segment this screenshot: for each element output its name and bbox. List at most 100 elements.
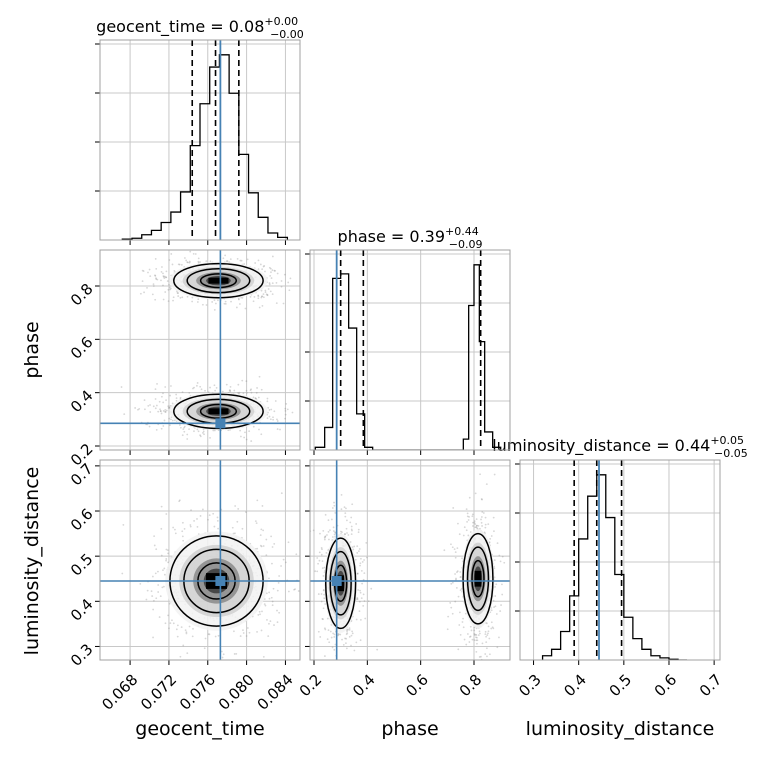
sample-point	[322, 589, 325, 592]
sample-point	[498, 554, 501, 557]
sample-point	[213, 308, 216, 311]
sample-point	[169, 404, 172, 407]
sample-point	[214, 635, 217, 638]
sample-point	[186, 438, 189, 440]
sample-point	[341, 638, 343, 641]
x-tick-label: 0.5	[606, 671, 636, 701]
contour-line	[199, 273, 238, 289]
sample-point	[468, 516, 470, 518]
sample-point	[457, 648, 460, 651]
sample-point	[260, 545, 263, 548]
sample-point	[487, 523, 490, 526]
sample-point	[157, 570, 159, 573]
sample-point	[163, 573, 166, 576]
sample-point	[316, 570, 319, 573]
sample-point	[165, 399, 167, 402]
ylabel-luminosity-distance: luminosity_distance	[21, 467, 43, 656]
sample-point	[207, 518, 209, 521]
sample-point	[196, 428, 199, 431]
sample-point	[268, 409, 271, 411]
sample-point	[275, 281, 278, 284]
y-tick-label: 0.3	[67, 640, 97, 670]
sample-point	[152, 636, 154, 639]
sample-point	[478, 656, 481, 658]
sample-point	[471, 513, 474, 516]
sample-point	[170, 385, 172, 387]
sample-point	[271, 562, 273, 565]
sample-point	[168, 602, 171, 605]
sample-point	[245, 389, 248, 392]
sample-point	[334, 512, 337, 514]
sample-point	[339, 633, 342, 636]
sample-point	[472, 521, 474, 524]
sample-point	[179, 296, 182, 299]
sample-point	[229, 389, 232, 392]
sample-point	[276, 420, 279, 422]
sample-point	[334, 643, 337, 646]
sample-point	[177, 295, 180, 297]
sample-point	[323, 597, 326, 600]
sample-point	[356, 598, 358, 601]
sample-point	[359, 619, 362, 621]
sample-point	[333, 633, 336, 636]
sample-point	[325, 551, 328, 554]
sample-point	[322, 529, 325, 532]
xlabel-geocent-time: geocent_time	[135, 718, 264, 740]
sample-point	[246, 258, 249, 261]
sample-point	[196, 518, 198, 520]
sample-point	[120, 386, 123, 388]
sample-point	[337, 632, 340, 635]
sample-point	[271, 604, 274, 607]
sample-point	[350, 528, 353, 531]
sample-point	[260, 289, 263, 292]
sample-point	[160, 412, 163, 415]
sample-point	[167, 614, 169, 617]
sample-point	[273, 542, 276, 545]
panel-frame	[309, 459, 511, 661]
sample-point	[494, 605, 497, 608]
sample-point	[490, 621, 493, 624]
sample-point	[205, 304, 208, 306]
sample-point	[321, 617, 324, 620]
sample-point	[345, 647, 348, 650]
sample-point	[146, 589, 149, 592]
sample-point	[256, 547, 259, 550]
sample-point	[262, 529, 265, 532]
sample-point	[469, 635, 472, 638]
sample-point	[463, 526, 466, 529]
sample-point	[155, 404, 158, 407]
sample-point	[333, 501, 335, 504]
sample-point	[148, 425, 151, 428]
sample-point	[194, 253, 197, 255]
sample-point	[152, 599, 155, 602]
sample-point	[262, 655, 265, 658]
sample-point	[320, 553, 323, 556]
sample-point	[230, 300, 232, 303]
sample-point	[244, 307, 247, 310]
sample-point	[123, 413, 126, 416]
panel-1-0: 0.20.40.60.8	[67, 249, 301, 469]
sample-point	[459, 589, 462, 592]
sample-point	[151, 575, 154, 578]
sample-point	[176, 624, 179, 627]
sample-point	[207, 391, 210, 394]
sample-point	[276, 418, 278, 421]
sample-point	[294, 588, 296, 591]
sample-point	[181, 296, 184, 299]
sample-point	[160, 554, 163, 557]
sample-point	[175, 399, 178, 402]
sample-point	[179, 655, 182, 658]
sample-point	[177, 292, 179, 295]
sample-point	[160, 505, 163, 508]
sample-point	[494, 585, 496, 588]
sample-point	[361, 561, 364, 563]
sample-point	[263, 265, 266, 267]
sample-point	[159, 408, 161, 411]
sample-point	[357, 531, 360, 534]
sample-point	[162, 410, 165, 412]
sample-point	[500, 604, 502, 606]
sample-point	[163, 275, 166, 278]
sample-point	[287, 281, 290, 284]
sample-point	[451, 581, 454, 584]
sample-point	[147, 404, 150, 407]
